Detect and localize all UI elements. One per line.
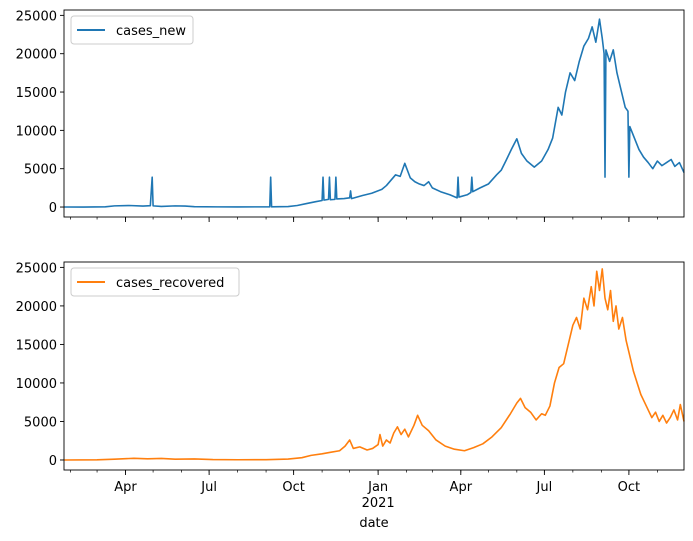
bottom-plot-frame xyxy=(63,261,685,471)
x-tick-label: Oct xyxy=(618,480,640,495)
bottom-legend: cases_recovered xyxy=(70,267,240,297)
top-subplot: 0 5000 10000 15000 20000 25000 cases_new xyxy=(16,9,685,222)
top-legend-box xyxy=(70,15,194,45)
x-tick-label: Jul xyxy=(536,480,553,495)
x-tick-label: Apr xyxy=(114,480,137,495)
y-tick-label: 10000 xyxy=(16,124,57,139)
series-line-cases-recovered xyxy=(63,268,685,461)
bottom-legend-box xyxy=(70,267,240,297)
y-tick-label: 20000 xyxy=(16,48,57,63)
y-tick-label: 20000 xyxy=(16,300,57,315)
y-tick-label: 15000 xyxy=(16,338,57,353)
y-tick-label: 25000 xyxy=(16,261,57,276)
x-tick-label: Oct xyxy=(282,480,304,495)
bottom-subplot: 0 5000 10000 15000 20000 25000 Apr Jul Oct Jan20… xyxy=(16,261,685,511)
x-tick-label: Jul xyxy=(200,480,217,495)
y-tick-label: 0 xyxy=(49,201,57,216)
top-legend: cases_new xyxy=(70,15,194,45)
x-tick-year-label: 2021 xyxy=(362,496,395,511)
x-axis-label: date xyxy=(359,516,388,531)
y-tick-label: 5000 xyxy=(24,415,57,430)
y-tick-label: 0 xyxy=(49,454,57,469)
x-tick-label: Apr xyxy=(450,480,473,495)
x-tick-label: Jan xyxy=(367,480,388,495)
top-plot-frame xyxy=(63,9,685,218)
series-line-cases-new xyxy=(63,18,685,208)
bottom-plot-area xyxy=(64,262,684,470)
y-tick-label: 25000 xyxy=(16,9,57,24)
y-tick-label: 10000 xyxy=(16,377,57,392)
top-legend-label: cases_new xyxy=(116,24,186,39)
bottom-legend-label: cases_recovered xyxy=(116,276,224,291)
y-tick-label: 5000 xyxy=(24,163,57,178)
bottom-y-axis: 0 5000 10000 15000 20000 25000 xyxy=(16,261,64,469)
top-y-axis: 0 5000 10000 15000 20000 25000 xyxy=(16,9,64,216)
y-tick-label: 15000 xyxy=(16,86,57,101)
